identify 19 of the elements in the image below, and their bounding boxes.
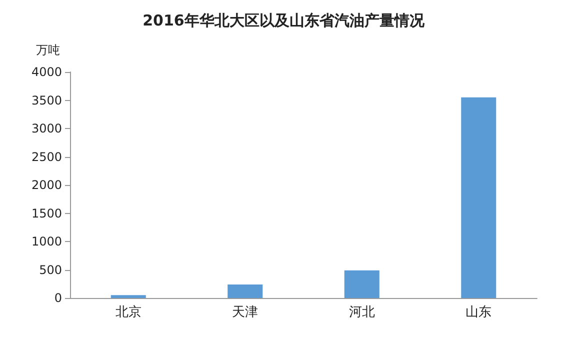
- y-tick-label: 3000: [31, 122, 62, 136]
- y-tick-label: 3500: [31, 93, 62, 108]
- chart-title: 2016年华北大区以及山东省汽油产量情况: [142, 12, 426, 30]
- y-tick-label: 0: [54, 291, 62, 305]
- x-tick-label: 山东: [466, 305, 492, 320]
- bar: [110, 295, 146, 298]
- bar: [344, 270, 380, 298]
- y-tick-label: 4000: [31, 65, 62, 79]
- bar: [461, 97, 496, 298]
- x-tick-label: 北京: [115, 305, 142, 320]
- y-tick-label: 2000: [31, 178, 62, 192]
- y-tick-label: 1000: [31, 234, 62, 248]
- x-tick-label: 河北: [348, 305, 375, 320]
- y-tick-label: 1500: [31, 206, 62, 220]
- y-axis-title: 万吨: [36, 43, 60, 57]
- bar: [228, 284, 263, 298]
- y-tick-label: 2500: [31, 150, 62, 164]
- y-tick-label: 500: [39, 262, 62, 277]
- x-tick-label: 天津: [232, 305, 258, 320]
